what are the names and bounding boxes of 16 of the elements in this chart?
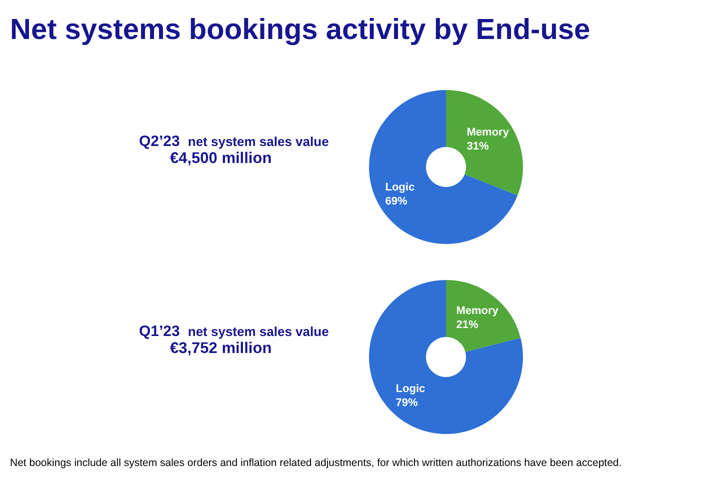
- slice-label: Memory: [456, 305, 500, 318]
- text: €4,500 million: [170, 150, 272, 168]
- text: Q1’23: [139, 323, 180, 340]
- text: Net systems bookings activity by End-use: [10, 14, 590, 47]
- text: Q2’23: [139, 133, 180, 150]
- text: €3,752 million: [170, 340, 272, 358]
- data-label: 21%: [456, 319, 478, 332]
- slice-label: Memory: [466, 126, 510, 138]
- slice-label: Logic: [385, 182, 415, 194]
- data-label: 69%: [385, 196, 408, 208]
- data-label: 79%: [396, 396, 418, 409]
- slice-label: Logic: [396, 382, 426, 395]
- text: net system sales value: [188, 134, 329, 149]
- text: Net bookings include all system sales orders and inflation related adjustments, for which written authorizations have been accepted.: [10, 457, 622, 469]
- data-label: 31%: [466, 140, 489, 152]
- text: net system sales value: [188, 324, 329, 339]
